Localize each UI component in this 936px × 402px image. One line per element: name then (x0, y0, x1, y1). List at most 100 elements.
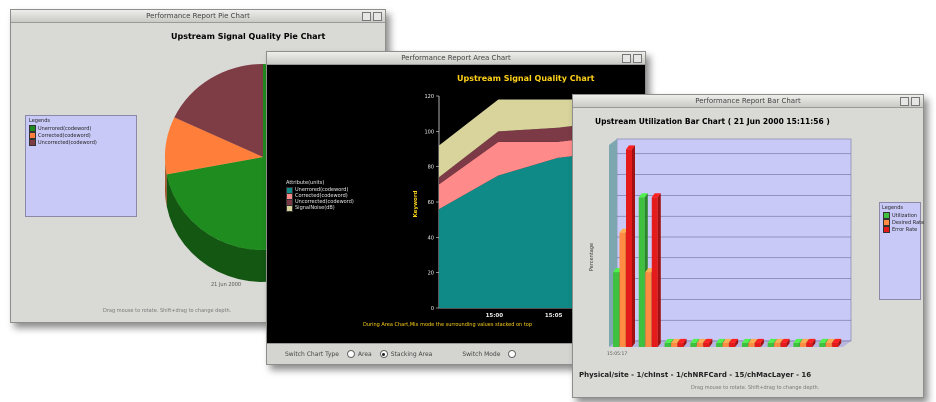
area-y-tick-label: 120 (424, 94, 434, 100)
area-legend-item: SignalNoise(dB) (283, 204, 357, 212)
bar-side (760, 338, 764, 347)
bar-top (767, 338, 777, 343)
bar-top (696, 338, 706, 343)
bar-top (722, 338, 732, 343)
minimize-icon[interactable] (900, 97, 909, 106)
close-icon[interactable] (633, 54, 642, 63)
bar[interactable] (806, 338, 816, 347)
bar-front (696, 342, 703, 347)
pie-legend-swatch (29, 125, 36, 132)
pie-legend-swatch (29, 139, 36, 146)
pie-legend-label: Uncorrected(codeword) (38, 139, 97, 146)
bar-front (722, 342, 729, 347)
bar-front (774, 342, 781, 347)
bar-chart-title: Upstream Utilization Bar Chart ( 21 Jun … (595, 117, 830, 126)
bar-front (806, 342, 813, 347)
bar-top (780, 338, 790, 343)
bar[interactable] (677, 338, 687, 347)
bar-front (690, 342, 697, 347)
area-window-titlebar[interactable]: Performance Report Area Chart (267, 52, 645, 65)
bar-top (774, 338, 784, 343)
switch-chart-type-label: Switch Chart Type (285, 350, 339, 358)
bar-front (793, 342, 800, 347)
switch-mode-label: Switch Mode (462, 350, 501, 358)
bar-chart-window: Performance Report Bar Chart Upstream Ut… (572, 94, 924, 398)
area-radio-icon[interactable] (346, 350, 355, 358)
bar-top (799, 338, 809, 343)
bar-chart-plot[interactable]: Percentage 15:05:17 (573, 107, 923, 357)
pie-footer-hint: Drag mouse to rotate. Shift+drag to chan… (103, 308, 232, 314)
area-legend-title: Attribute(units) (286, 180, 325, 186)
bar[interactable] (651, 193, 661, 347)
area-legend-label: Uncorrected(codeword) (295, 199, 354, 205)
bar-legend-label: Desired Rate (892, 219, 925, 226)
area-window-title: Performance Report Area Chart (401, 54, 511, 62)
bar-front (819, 342, 826, 347)
bar-legend-swatch (883, 212, 890, 219)
bar-subtitle: Physical/site - 1/chInst - 1/chNRFCard -… (579, 371, 812, 379)
pie-window-titlebar[interactable]: Performance Report Pie Chart (11, 10, 385, 23)
area-x-tick-label: 15:05 (545, 313, 563, 319)
minimize-icon[interactable] (362, 12, 371, 21)
bar-top (651, 193, 661, 198)
area-y-tick-label: 20 (428, 271, 434, 277)
bar-x-tick-label: 15:05:17 (607, 351, 627, 357)
bar[interactable] (754, 338, 764, 347)
bar-front (716, 342, 723, 347)
bar-top (703, 338, 713, 343)
bar-front (767, 342, 774, 347)
minimize-icon[interactable] (622, 54, 631, 63)
bar-top (671, 338, 681, 343)
bar-y-axis-label: Percentage (589, 243, 595, 271)
bar-legend-label: Utilization (892, 212, 918, 219)
bar-side (632, 145, 635, 347)
bar[interactable] (780, 338, 790, 347)
pie-legend-item: Uncorrected(codeword) (26, 139, 136, 146)
bar-top (664, 338, 674, 343)
bar-front (748, 342, 755, 347)
stacking-area-radio[interactable]: Stacking Area (379, 350, 432, 358)
pie-legend-item: Unerrored(codeword) (26, 125, 136, 132)
pie-slice[interactable] (165, 117, 263, 175)
bar-window-titlebar[interactable]: Performance Report Bar Chart (573, 95, 923, 108)
pie-legend-swatch (29, 132, 36, 139)
bar-top (690, 338, 700, 343)
close-icon[interactable] (373, 12, 382, 21)
bar[interactable] (703, 338, 713, 347)
area-legend-label: Unerrored(codeword) (295, 187, 349, 193)
bar-top (741, 338, 751, 343)
bar[interactable] (729, 338, 739, 347)
bar[interactable] (626, 145, 635, 347)
bar-top (748, 338, 758, 343)
area-legend-label: Corrected(codeword) (295, 193, 348, 199)
area-legend: Attribute(units) Unerrored(codeword) Corr… (283, 180, 357, 212)
bar-front (619, 232, 626, 347)
area-radio-label: Area (357, 350, 372, 358)
area-controls: Switch Chart Type Area Stacking Area Swi… (267, 343, 645, 364)
pie-slice[interactable] (174, 64, 263, 157)
bar-legend: Legends Utilization Desired Rate Error Rat… (879, 202, 925, 300)
area-y-axis-label: Keyword (413, 190, 419, 217)
bar-front (832, 342, 839, 347)
bar-top (716, 338, 726, 343)
stacking-area-radio-icon[interactable] (379, 350, 388, 358)
bar-front (677, 342, 684, 347)
bar-top (677, 338, 687, 343)
bar-side (657, 193, 661, 347)
area-y-tick-label: 100 (424, 129, 434, 135)
bar-front (638, 197, 645, 347)
switch-mode-radio-icon[interactable] (508, 350, 517, 358)
bar-front (703, 342, 710, 347)
bar-legend-swatch (883, 219, 890, 226)
area-radio[interactable]: Area (346, 350, 372, 358)
close-icon[interactable] (911, 97, 920, 106)
bar-side (683, 338, 687, 347)
bar[interactable] (832, 338, 842, 347)
area-chart-title: Upstream Signal Quality Chart (457, 74, 595, 83)
area-x-tick-label: 15:00 (486, 313, 504, 319)
bar-front (651, 197, 658, 347)
bar-side (786, 338, 790, 347)
bar-legend-label: Error Rate (892, 226, 918, 233)
bar-side (735, 338, 739, 347)
bar-front (729, 342, 736, 347)
